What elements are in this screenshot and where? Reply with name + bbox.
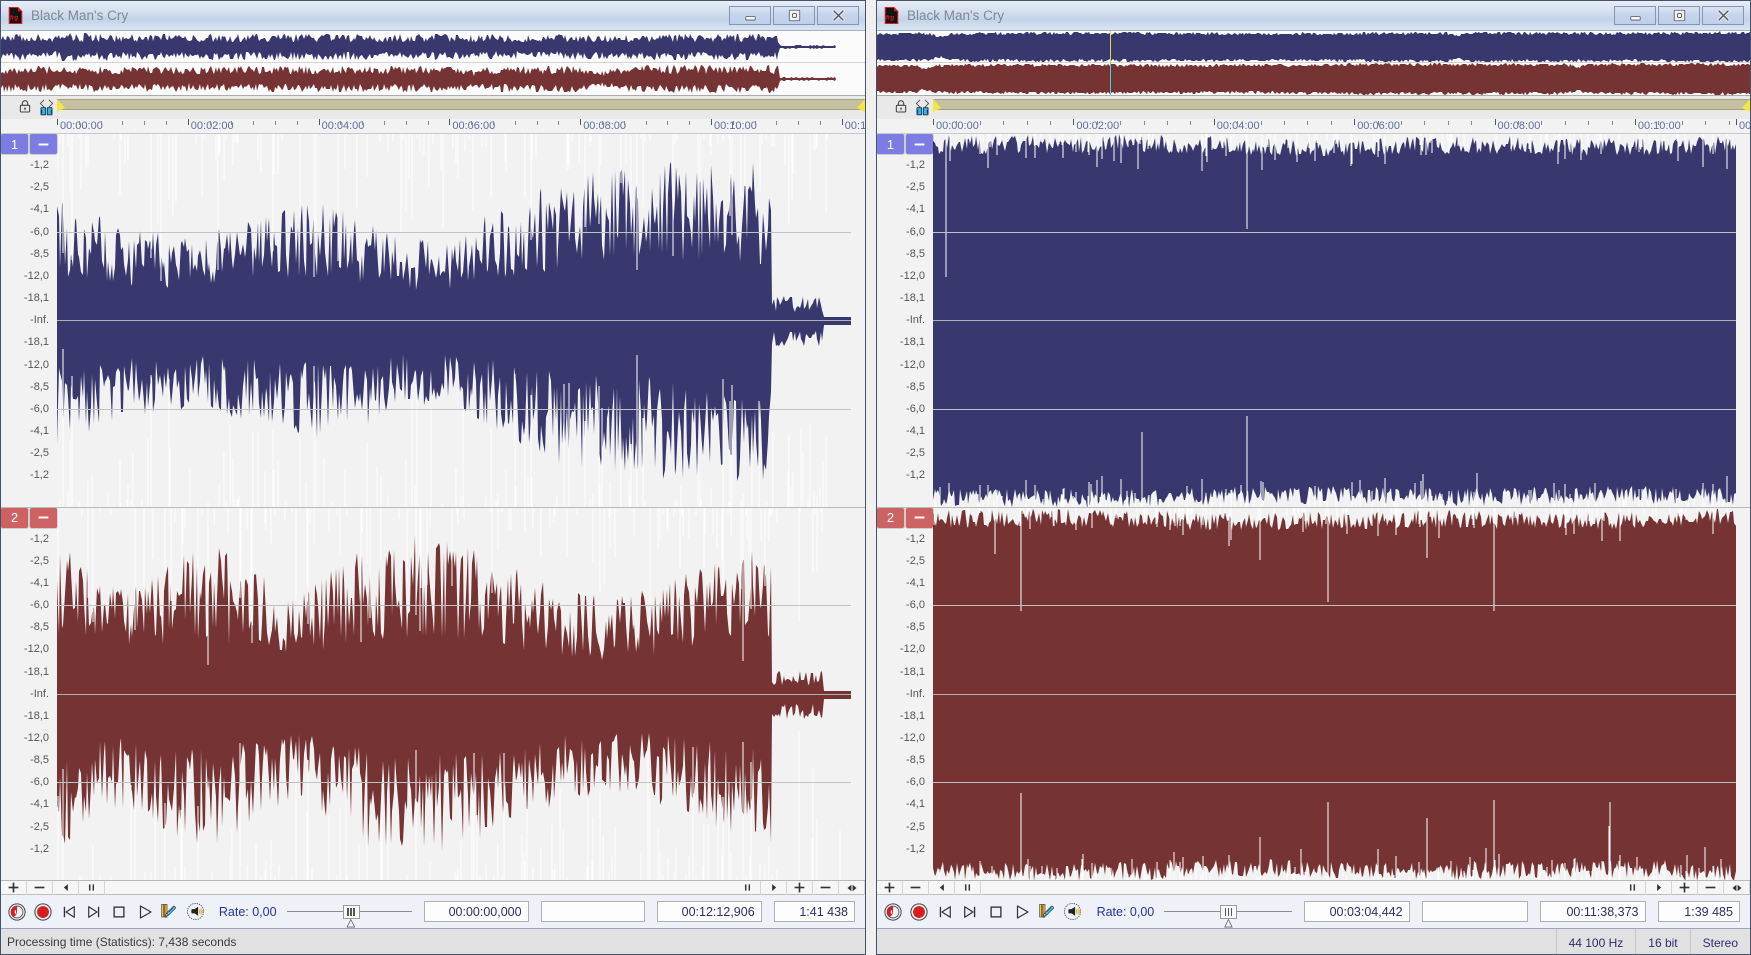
svg-text:frg: frg (886, 14, 894, 21)
svg-text:frg: frg (10, 14, 18, 21)
